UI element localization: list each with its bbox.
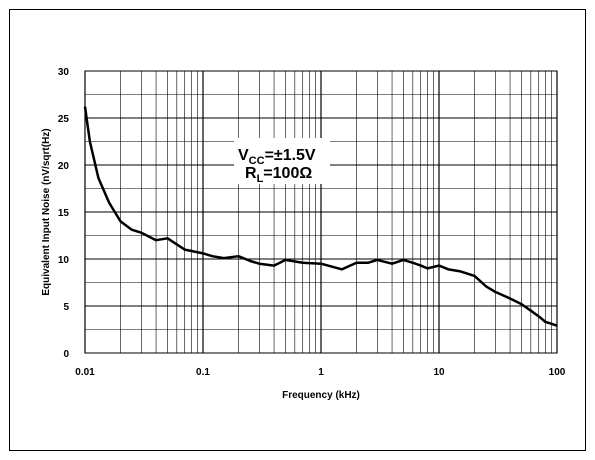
y-tick-label: 0 xyxy=(63,349,69,360)
x-tick-label: 1 xyxy=(318,367,324,378)
x-tick-label: 10 xyxy=(433,367,445,378)
annotation-vcc: VCC=±1.5V xyxy=(238,147,316,167)
y-tick-label: 30 xyxy=(58,67,70,78)
y-tick-labels: 0 5 10 15 20 25 30 xyxy=(58,67,70,360)
y-tick-label: 5 xyxy=(63,302,69,313)
y-tick-label: 25 xyxy=(58,114,70,125)
x-axis-label: Frequency (kHz) xyxy=(282,390,360,401)
plot-area-border xyxy=(84,70,558,354)
y-tick-label: 10 xyxy=(58,255,70,266)
y-tick-label: 15 xyxy=(58,208,70,219)
noise-curve xyxy=(83,106,558,327)
y-tick-label: 20 xyxy=(58,161,70,172)
annotation-background xyxy=(234,138,330,184)
x-tick-label: 100 xyxy=(549,367,566,378)
x-tick-label: 0.01 xyxy=(75,367,95,378)
annotation-rl: RL=100Ω xyxy=(245,165,312,185)
y-axis-label: Equivalent Input Noise (nV/sqrt(Hz) xyxy=(41,128,52,295)
chart-frame xyxy=(9,9,586,451)
x-tick-labels: 0.01 0.1 1 10 100 xyxy=(75,367,566,378)
x-tick-label: 0.1 xyxy=(196,367,210,378)
